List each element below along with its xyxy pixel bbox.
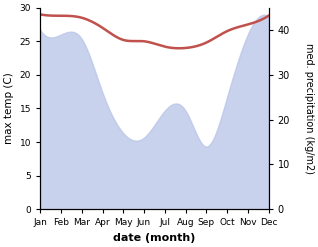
Y-axis label: med. precipitation (kg/m2): med. precipitation (kg/m2) bbox=[304, 43, 314, 174]
Y-axis label: max temp (C): max temp (C) bbox=[4, 73, 14, 144]
X-axis label: date (month): date (month) bbox=[113, 233, 196, 243]
